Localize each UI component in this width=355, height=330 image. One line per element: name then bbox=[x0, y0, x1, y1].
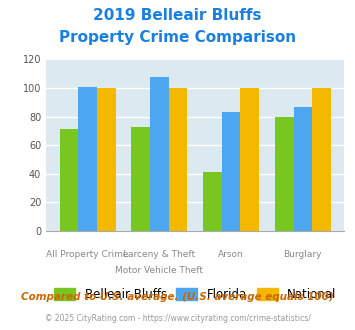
Text: All Property Crime: All Property Crime bbox=[47, 250, 129, 259]
Bar bbox=[150, 77, 169, 231]
Bar bbox=[131, 127, 150, 231]
Bar bbox=[222, 112, 240, 231]
Bar bbox=[275, 116, 294, 231]
Text: Motor Vehicle Theft: Motor Vehicle Theft bbox=[115, 266, 203, 275]
Bar bbox=[97, 88, 116, 231]
Bar bbox=[203, 172, 222, 231]
Text: Larceny & Theft: Larceny & Theft bbox=[123, 250, 196, 259]
Bar bbox=[312, 88, 331, 231]
Text: Arson: Arson bbox=[218, 250, 244, 259]
Bar bbox=[60, 129, 78, 231]
Bar bbox=[78, 86, 97, 231]
Bar bbox=[294, 107, 312, 231]
Text: 2019 Belleair Bluffs: 2019 Belleair Bluffs bbox=[93, 8, 262, 23]
Text: © 2025 CityRating.com - https://www.cityrating.com/crime-statistics/: © 2025 CityRating.com - https://www.city… bbox=[45, 314, 310, 323]
Text: Burglary: Burglary bbox=[284, 250, 322, 259]
Legend: Belleair Bluffs, Florida, National: Belleair Bluffs, Florida, National bbox=[54, 288, 337, 301]
Bar bbox=[169, 88, 187, 231]
Bar bbox=[240, 88, 259, 231]
Text: Property Crime Comparison: Property Crime Comparison bbox=[59, 30, 296, 45]
Text: Compared to U.S. average. (U.S. average equals 100): Compared to U.S. average. (U.S. average … bbox=[21, 292, 334, 302]
